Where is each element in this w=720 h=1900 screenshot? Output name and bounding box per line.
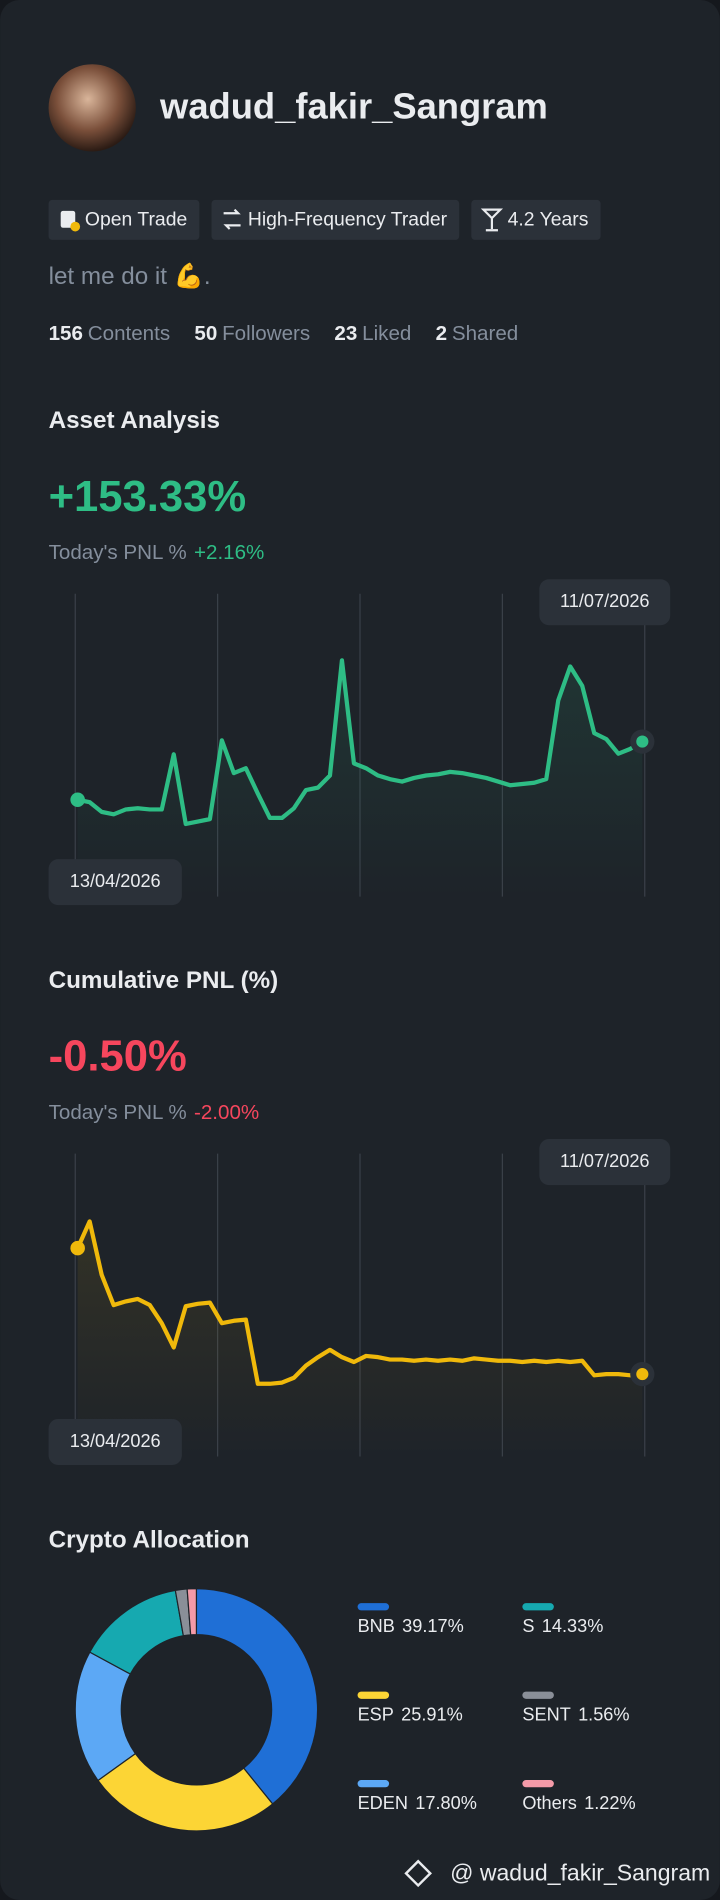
brand-icon bbox=[404, 1859, 432, 1888]
date-badge bbox=[48, 1418, 182, 1465]
legend-swatch bbox=[522, 1691, 554, 1699]
stat-label: Shared bbox=[452, 322, 518, 345]
line-area bbox=[77, 660, 643, 897]
section-title: Cumulative PNL (%) bbox=[49, 967, 279, 994]
start-date: 13/04/2026 bbox=[70, 1431, 161, 1451]
stat-label: Followers bbox=[222, 322, 310, 345]
legend-name: ESP bbox=[358, 1705, 394, 1725]
avatar[interactable] bbox=[48, 64, 136, 152]
donut-slice bbox=[97, 1752, 274, 1832]
pnl-value: +2.16% bbox=[194, 541, 264, 564]
stat-value: 23 bbox=[334, 322, 357, 345]
bio: let me do it 💪. bbox=[49, 262, 211, 290]
headline-value: -0.50% bbox=[49, 1033, 187, 1081]
donut-slice bbox=[195, 1587, 319, 1805]
tag-label: Open Trade bbox=[85, 209, 187, 231]
footer-handle: @ wadud_fakir_Sangram bbox=[450, 1860, 710, 1886]
footer: @ wadud_fakir_Sangram bbox=[404, 1859, 710, 1888]
tag-icon bbox=[70, 221, 81, 232]
line bbox=[77, 658, 644, 827]
end-point bbox=[636, 1368, 649, 1381]
donut-slice bbox=[186, 1587, 198, 1636]
stat-label: Contents bbox=[88, 322, 170, 345]
legend-swatch bbox=[357, 1780, 390, 1788]
stat-label: Liked bbox=[362, 322, 411, 345]
legend-value: 14.33% bbox=[542, 1616, 604, 1636]
legend-swatch bbox=[357, 1603, 390, 1611]
tag[interactable] bbox=[48, 199, 200, 240]
line bbox=[75, 1219, 643, 1386]
legend-value: 1.56% bbox=[578, 1705, 629, 1725]
stat-value: 50 bbox=[194, 322, 217, 345]
legend-swatch bbox=[522, 1780, 554, 1788]
date-badge bbox=[539, 579, 671, 626]
legend-name: EDEN bbox=[358, 1793, 408, 1813]
pnl-label: Today's PNL % bbox=[49, 541, 187, 564]
stat-value: 156 bbox=[49, 322, 83, 345]
username: wadud_fakir_Sangram bbox=[159, 86, 548, 127]
end-date: 11/07/2026 bbox=[560, 1151, 650, 1171]
end-date: 11/07/2026 bbox=[560, 591, 650, 611]
legend-name: SENT bbox=[522, 1705, 570, 1725]
pnl-value: -2.00% bbox=[194, 1101, 259, 1124]
section-title: Asset Analysis bbox=[49, 407, 220, 434]
legend-value: 1.22% bbox=[584, 1793, 635, 1813]
legend-name: S bbox=[522, 1616, 534, 1636]
end-point bbox=[636, 735, 649, 748]
legend-value: 39.17% bbox=[402, 1616, 464, 1636]
tag-icon bbox=[480, 208, 504, 232]
legend-swatch bbox=[522, 1603, 554, 1611]
tag[interactable] bbox=[471, 199, 601, 240]
headline-value: +153.33% bbox=[49, 473, 247, 521]
tag-label: High-Frequency Trader bbox=[248, 209, 448, 231]
start-date: 13/04/2026 bbox=[70, 871, 161, 891]
stat-value: 2 bbox=[436, 322, 447, 345]
date-badge bbox=[539, 1139, 671, 1186]
date-badge bbox=[48, 859, 182, 906]
tag[interactable] bbox=[211, 199, 460, 240]
legend-value: 25.91% bbox=[401, 1705, 463, 1725]
legend-swatch bbox=[357, 1691, 390, 1699]
section-title: Crypto Allocation bbox=[49, 1527, 250, 1554]
pnl-label: Today's PNL % bbox=[49, 1101, 187, 1124]
line-area bbox=[77, 1221, 643, 1457]
legend-value: 17.80% bbox=[415, 1793, 477, 1813]
tag-label: 4.2 Years bbox=[508, 209, 589, 231]
tag-icon bbox=[223, 208, 241, 230]
start-point bbox=[70, 792, 85, 808]
legend-name: BNB bbox=[358, 1616, 395, 1636]
legend-name: Others bbox=[522, 1793, 577, 1813]
start-point bbox=[70, 1240, 85, 1256]
